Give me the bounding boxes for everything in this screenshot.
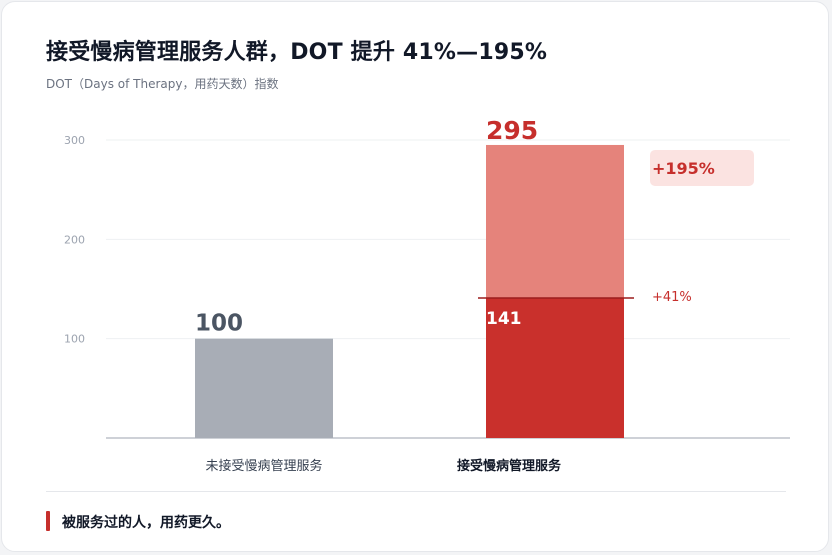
annotation-badge-bg xyxy=(650,149,754,186)
chart-title: 接受慢病管理服务人群，DOT 提升 41%—195% xyxy=(46,40,548,65)
bar-chart: 100 200 300 100 295 141 +195% +41% 未接受慢病管理服务 接受慢病… xyxy=(64,116,790,472)
bar-served-uplift xyxy=(486,144,624,298)
bar-control-value-label: 100 xyxy=(195,311,243,337)
annotation-195-label: +195% xyxy=(652,159,715,178)
bar-served-lower-value-label: 141 xyxy=(486,309,522,329)
annotation-41-label: +41% xyxy=(652,290,692,305)
y-tick-label: 100 xyxy=(64,333,85,346)
bar-served-base xyxy=(486,297,624,438)
bar-control xyxy=(195,338,333,438)
y-tick-label: 200 xyxy=(64,233,85,246)
bar-served-value-label: 295 xyxy=(486,116,538,145)
footer-accent-bar xyxy=(46,511,50,531)
x-category-label: 未接受慢病管理服务 xyxy=(205,458,322,472)
chart-subtitle: DOT（Days of Therapy，用药天数）指数 xyxy=(46,77,279,91)
x-category-label: 接受慢病管理服务 xyxy=(457,458,562,472)
y-tick-label: 300 xyxy=(64,134,85,147)
footer-note: 被服务过的人，用药更久。 xyxy=(62,515,230,531)
footer-divider xyxy=(46,491,786,492)
